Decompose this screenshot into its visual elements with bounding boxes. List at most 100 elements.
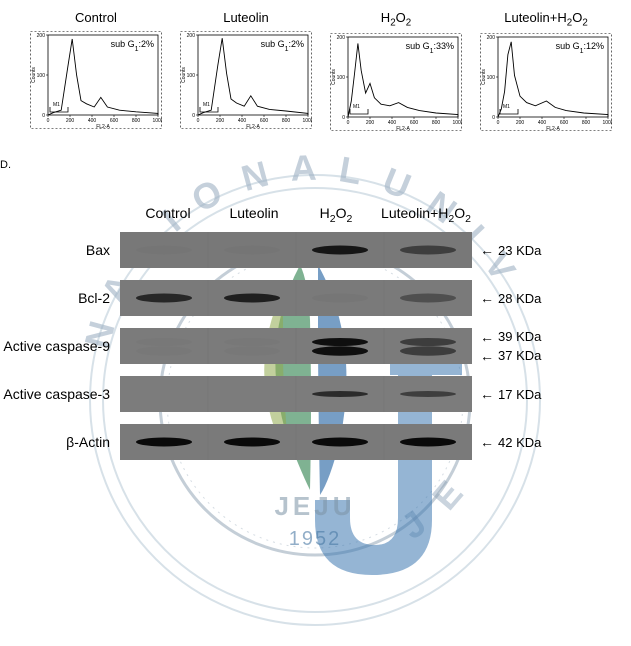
- flow-title: H2O2: [330, 10, 462, 29]
- blot-bands: [120, 376, 472, 412]
- flow-title: Control: [30, 10, 162, 27]
- svg-text:100: 100: [487, 75, 496, 81]
- blot-row-label: Bax: [0, 242, 120, 258]
- svg-text:1000: 1000: [302, 118, 312, 124]
- svg-text:0: 0: [42, 113, 45, 119]
- blot-row: β-Actin ← 42 KDa: [0, 422, 631, 462]
- blot-bands: [120, 280, 472, 316]
- svg-text:M1: M1: [503, 104, 510, 110]
- svg-text:J E: J E: [393, 467, 475, 547]
- flow-title: Luteolin+H2O2: [480, 10, 612, 29]
- svg-text:Counts: Counts: [481, 68, 487, 84]
- flow-plot: 020040060080010000100200 FL2-A Counts M1…: [480, 33, 612, 131]
- arrow-left-icon: ←: [480, 435, 494, 449]
- svg-text:200: 200: [516, 120, 525, 126]
- svg-text:M1: M1: [203, 102, 210, 108]
- blot-row-label: Bcl-2: [0, 290, 120, 306]
- kda-value: 39 KDa: [498, 329, 541, 344]
- kda-line: ← 37 KDa: [480, 348, 541, 363]
- western-blot-area: Control Luteolin H2O2 Luteolin+H2O2 Bax …: [0, 205, 631, 463]
- blot-header: Control: [126, 205, 210, 225]
- kda-line: ← 28 KDa: [480, 291, 541, 306]
- kda-line: ←39 KDa: [480, 329, 541, 344]
- svg-text:800: 800: [432, 120, 441, 126]
- svg-text:400: 400: [88, 118, 97, 124]
- svg-text:200: 200: [37, 33, 46, 39]
- svg-text:800: 800: [132, 118, 141, 124]
- blot-bands: [120, 232, 472, 268]
- blot-header: Luteolin+H2O2: [374, 205, 478, 225]
- svg-text:200: 200: [66, 118, 75, 124]
- blot-row-label: β-Actin: [0, 434, 120, 450]
- blot-kda: ← 42 KDa: [480, 435, 541, 450]
- svg-text:400: 400: [238, 118, 247, 124]
- blot-kda: ← 17 KDa: [480, 387, 541, 402]
- flow-title: Luteolin: [180, 10, 312, 27]
- svg-text:1000: 1000: [452, 120, 462, 126]
- kda-value: 28 KDa: [498, 291, 541, 306]
- svg-text:FL2-A: FL2-A: [96, 124, 110, 129]
- kda-line: ← 17 KDa: [480, 387, 541, 402]
- svg-text:200: 200: [487, 35, 496, 41]
- svg-text:Counts: Counts: [31, 67, 37, 83]
- svg-text:200: 200: [216, 118, 225, 124]
- blot-header: Luteolin: [210, 205, 298, 225]
- svg-text:400: 400: [538, 120, 547, 126]
- svg-text:FL2-A: FL2-A: [246, 124, 260, 129]
- svg-text:M1: M1: [53, 102, 60, 108]
- blot-row-label: Active caspase-3: [0, 386, 120, 402]
- svg-text:1952: 1952: [289, 528, 342, 550]
- svg-text:600: 600: [410, 120, 419, 126]
- arrow-left-icon: ←: [480, 243, 494, 257]
- blot-row: Active caspase-3 ← 17 KDa: [0, 374, 631, 414]
- flow-panel-h2o2: H2O2 020040060080010000100200 FL2-A Coun…: [330, 10, 462, 131]
- blot-kda: ← 28 KDa: [480, 291, 541, 306]
- kda-line: ← 42 KDa: [480, 435, 541, 450]
- blot-row: Active caspase-9 ←39 KDa ← 37 KDa: [0, 326, 631, 366]
- svg-text:Counts: Counts: [181, 67, 187, 83]
- svg-text:Counts: Counts: [331, 68, 337, 84]
- kda-value: 23 KDa: [498, 243, 541, 258]
- svg-text:800: 800: [282, 118, 291, 124]
- svg-text:100: 100: [187, 73, 196, 79]
- svg-text:1000: 1000: [602, 120, 612, 126]
- arrow-left-icon: ←: [480, 291, 494, 305]
- blot-kda: ←39 KDa ← 37 KDa: [480, 329, 541, 363]
- flow-plot: 0 200 400 600 800 1000 0 100 200 FL2-A Counts M1…: [30, 31, 162, 129]
- svg-text:600: 600: [560, 120, 569, 126]
- arrow-left-icon: ←: [480, 349, 494, 363]
- svg-text:0: 0: [347, 120, 350, 126]
- flow-panel-luteolin: Luteolin 0 200 400 600 800 1000 0 100 200 FL2-A …: [180, 10, 312, 131]
- blot-rows-container: Bax ← 23 KDa Bcl-2 ← 28 KDa Active caspase-9: [0, 230, 631, 462]
- blot-row: Bcl-2 ← 28 KDa: [0, 278, 631, 318]
- svg-text:JEJU: JEJU: [274, 491, 355, 521]
- svg-text:600: 600: [260, 118, 269, 124]
- blot-kda: ← 23 KDa: [480, 243, 541, 258]
- svg-text:0: 0: [197, 118, 200, 124]
- svg-text:0: 0: [492, 115, 495, 121]
- svg-text:600: 600: [110, 118, 119, 124]
- svg-text:1000: 1000: [152, 118, 162, 124]
- kda-value: 42 KDa: [498, 435, 541, 450]
- svg-text:0: 0: [47, 118, 50, 124]
- blot-bands: [120, 424, 472, 460]
- svg-text:200: 200: [366, 120, 375, 126]
- svg-text:200: 200: [337, 35, 346, 41]
- arrow-left-icon: ←: [480, 387, 494, 401]
- svg-text:100: 100: [37, 73, 46, 79]
- flow-panel-luteolin-h2o2: Luteolin+H2O2 020040060080010000100200 F…: [480, 10, 612, 131]
- kda-value: 17 KDa: [498, 387, 541, 402]
- blot-row-label: Active caspase-9: [0, 338, 120, 354]
- panel-d-label: D.: [0, 131, 631, 171]
- svg-text:100: 100: [337, 75, 346, 81]
- flow-panel-control: Control 0 200 400 600 800 1000 0 100 200 FL2-A C…: [30, 10, 162, 131]
- flow-plot: 0 200 400 600 800 1000 0 100 200 FL2-A Counts M1…: [180, 31, 312, 129]
- svg-text:0: 0: [192, 113, 195, 119]
- kda-value: 37 KDa: [498, 348, 541, 363]
- svg-text:M1: M1: [353, 104, 360, 110]
- svg-text:200: 200: [187, 33, 196, 39]
- flow-cytometry-row: Control 020040060080010000100200 FL2-A C…: [0, 0, 631, 131]
- flow-plot: 020040060080010000100200 FL2-A Counts M1…: [330, 33, 462, 131]
- svg-text:0: 0: [342, 115, 345, 121]
- blot-row: Bax ← 23 KDa: [0, 230, 631, 270]
